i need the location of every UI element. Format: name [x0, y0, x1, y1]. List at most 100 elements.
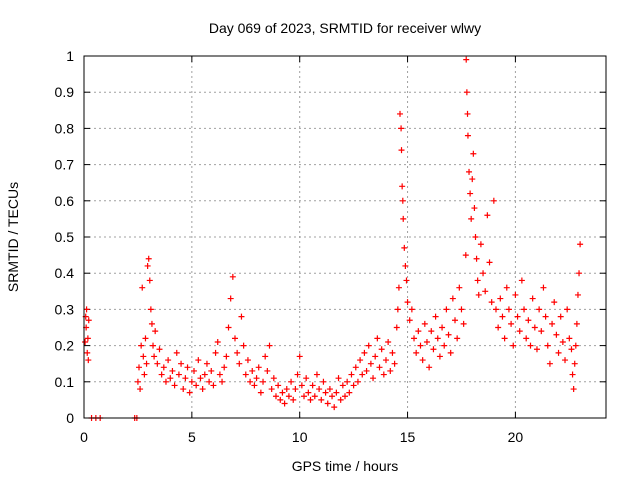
- data-point: [333, 389, 340, 396]
- data-point: [469, 176, 476, 183]
- data-point: [84, 335, 91, 342]
- data-point: [570, 386, 577, 393]
- data-point: [536, 306, 543, 313]
- plot-frame: [83, 55, 607, 419]
- data-point: [134, 378, 141, 385]
- data-point: [562, 357, 569, 364]
- data-point: [178, 360, 185, 367]
- data-point: [184, 364, 191, 371]
- data-point: [380, 371, 387, 378]
- data-point: [335, 375, 342, 382]
- data-point: [169, 367, 176, 374]
- data-point: [160, 364, 167, 371]
- data-point: [188, 378, 195, 385]
- x-axis-label: GPS time / hours: [292, 458, 399, 474]
- data-point: [227, 295, 234, 302]
- data-point: [399, 183, 406, 190]
- data-point: [499, 313, 506, 320]
- data-point: [553, 331, 560, 338]
- data-point: [419, 357, 426, 364]
- data-point: [447, 349, 454, 356]
- data-point: [342, 393, 348, 400]
- data-point: [350, 382, 357, 389]
- data-point: [555, 349, 562, 356]
- y-tick-label: 0: [66, 410, 74, 426]
- data-point: [445, 331, 452, 338]
- data-point: [191, 367, 198, 374]
- data-point: [531, 324, 538, 331]
- data-point: [251, 382, 258, 389]
- data-point: [573, 320, 580, 327]
- data-point: [275, 382, 282, 389]
- data-point: [516, 328, 523, 335]
- data-point: [397, 110, 404, 117]
- data-point: [542, 313, 549, 320]
- data-point: [533, 346, 540, 353]
- data-point: [173, 349, 180, 356]
- data-point: [147, 306, 154, 313]
- data-point: [311, 393, 318, 400]
- data-point: [464, 110, 471, 117]
- data-point: [462, 252, 469, 259]
- data-point: [475, 291, 482, 298]
- y-tick-label: 0.7: [55, 157, 75, 173]
- data-point: [571, 360, 578, 367]
- data-point: [84, 349, 91, 356]
- data-point: [488, 299, 495, 306]
- data-point: [339, 382, 346, 389]
- data-point: [389, 349, 396, 356]
- data-point: [288, 378, 295, 385]
- data-point: [296, 353, 303, 360]
- x-tick-label: 10: [292, 429, 308, 445]
- data-point: [527, 342, 534, 349]
- data-point: [402, 262, 409, 269]
- data-point: [394, 306, 401, 313]
- data-point: [337, 396, 344, 403]
- data-point: [210, 382, 217, 389]
- data-point: [156, 346, 163, 353]
- data-point: [363, 367, 370, 374]
- data-point: [152, 328, 159, 335]
- y-tick-label: 0.9: [55, 84, 75, 100]
- data-point: [551, 299, 558, 306]
- data-point: [307, 396, 314, 403]
- data-point: [253, 375, 260, 382]
- data-point: [512, 291, 519, 298]
- data-point: [199, 386, 206, 393]
- data-point: [216, 371, 223, 378]
- data-point: [439, 324, 446, 331]
- data-point: [326, 386, 333, 393]
- data-point: [492, 306, 499, 313]
- data-point: [203, 360, 210, 367]
- data-point: [303, 375, 310, 382]
- data-point: [452, 317, 459, 324]
- data-point: [574, 291, 581, 298]
- data-point: [432, 313, 439, 320]
- data-point: [374, 335, 381, 342]
- data-point: [521, 306, 528, 313]
- data-point: [344, 378, 351, 385]
- data-point: [268, 386, 275, 393]
- data-point: [150, 342, 157, 349]
- data-point: [428, 328, 435, 335]
- data-point: [231, 335, 238, 342]
- data-point: [142, 335, 149, 342]
- data-point: [240, 342, 247, 349]
- data-point: [352, 364, 359, 371]
- data-point: [201, 371, 208, 378]
- data-point: [400, 215, 407, 222]
- data-point: [208, 367, 215, 374]
- data-point: [346, 389, 353, 396]
- data-point: [279, 389, 286, 396]
- data-point: [320, 378, 327, 385]
- data-point: [523, 335, 530, 342]
- data-point: [316, 386, 323, 393]
- data-point: [214, 338, 221, 345]
- data-point: [145, 255, 152, 262]
- data-point: [460, 320, 467, 327]
- data-point: [324, 400, 331, 407]
- data-point: [421, 320, 428, 327]
- data-point: [473, 255, 480, 262]
- data-point: [385, 338, 392, 345]
- data-point: [309, 382, 316, 389]
